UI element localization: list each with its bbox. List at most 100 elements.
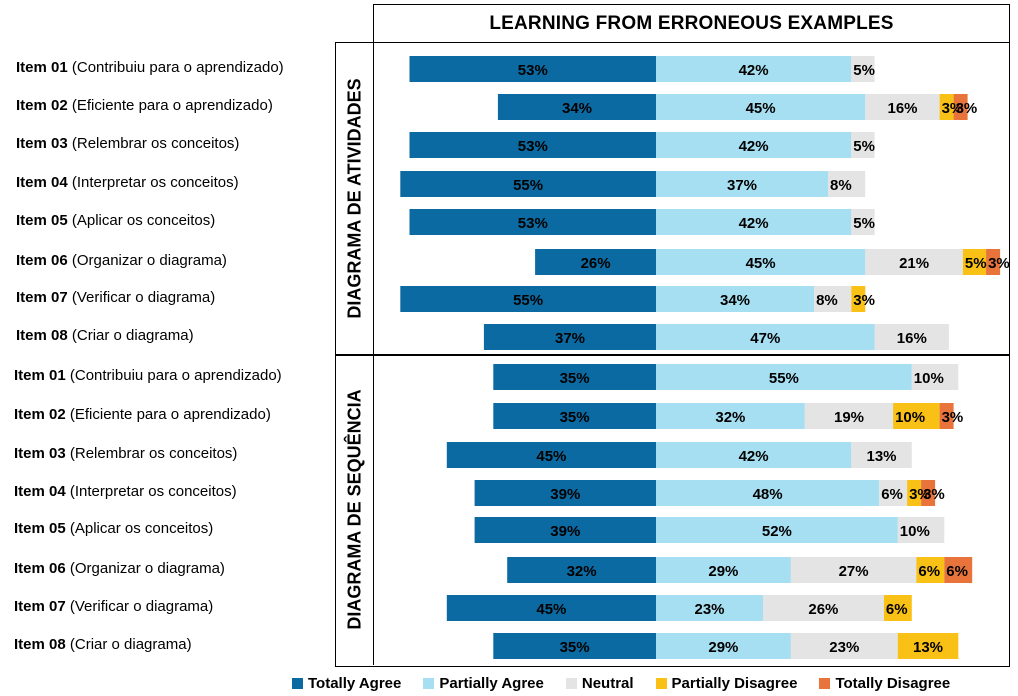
- bar-segment: [409, 56, 656, 82]
- bar-segment: [656, 480, 880, 506]
- item-label: Item 08 (Criar o diagrama): [16, 327, 194, 344]
- bar-value-label: 3%: [923, 486, 945, 503]
- bar-value-label: 42%: [739, 448, 769, 465]
- bar-value-label: 55%: [513, 177, 543, 194]
- bar-value-label: 47%: [750, 330, 780, 347]
- bar-segment: [409, 209, 656, 235]
- legend-item-totally-disagree: Totally Disagree: [819, 675, 950, 692]
- bar-segment: [851, 56, 875, 82]
- item-label: Item 02 (Eficiente para o aprendizado): [14, 406, 271, 423]
- group-divider: [373, 42, 374, 665]
- bar-value-label: 8%: [830, 177, 852, 194]
- bar-value-label: 5%: [853, 215, 875, 232]
- item-desc: (Criar o diagrama): [65, 636, 192, 653]
- bar-segment: [656, 364, 912, 390]
- bar-value-label: 55%: [769, 370, 799, 387]
- bar-value-label: 8%: [816, 292, 838, 309]
- item-label: Item 04 (Interpretar os conceitos): [14, 483, 237, 500]
- item-desc: (Aplicar os conceitos): [67, 212, 216, 229]
- item-id: Item 04: [16, 174, 68, 191]
- item-desc: (Relembrar os conceitos): [65, 445, 238, 462]
- legend-item-totally-agree: Totally Agree: [292, 675, 401, 692]
- bar-value-label: 6%: [918, 563, 940, 580]
- bar-value-label: 53%: [518, 215, 548, 232]
- item-desc: (Relembrar os conceitos): [67, 135, 240, 152]
- bar-value-label: 10%: [914, 370, 944, 387]
- bar-value-label: 42%: [739, 62, 769, 79]
- bar-segment: [939, 94, 954, 120]
- bar-segment: [409, 132, 656, 158]
- item-id: Item 05: [14, 520, 66, 537]
- item-label: Item 01 (Contribuiu para o aprendizado): [16, 59, 284, 76]
- item-label: Item 06 (Organizar o diagrama): [14, 560, 225, 577]
- bar-segment: [474, 517, 656, 543]
- bar-segment: [916, 557, 945, 583]
- bar-value-label: 48%: [753, 486, 783, 503]
- item-label: Item 05 (Aplicar os conceitos): [14, 520, 213, 537]
- bar-segment: [497, 94, 656, 120]
- bar-segment: [865, 249, 963, 275]
- bar-value-label: 6%: [946, 563, 968, 580]
- bar-value-label: 42%: [739, 138, 769, 155]
- legend-item-partially-agree: Partially Agree: [423, 675, 544, 692]
- bar-value-label: 35%: [560, 370, 590, 387]
- item-label: Item 08 (Criar o diagrama): [14, 636, 192, 653]
- bar-value-label: 10%: [900, 523, 930, 540]
- bar-segment: [790, 633, 898, 659]
- bar-segment: [851, 286, 866, 312]
- bar-value-label: 3%: [853, 292, 875, 309]
- bar-segment: [986, 249, 1001, 275]
- legend-swatch: [655, 677, 667, 689]
- bar-segment: [804, 403, 894, 429]
- item-label: Item 03 (Relembrar os conceitos): [16, 135, 239, 152]
- bar-value-label: 29%: [708, 639, 738, 656]
- bar-segment: [656, 94, 866, 120]
- bar-segment: [865, 94, 940, 120]
- item-desc: (Verificar o diagrama): [65, 598, 214, 615]
- legend-item-neutral: Neutral: [565, 675, 634, 692]
- item-id: Item 03: [16, 135, 68, 152]
- bar-chart: 53% 42% 5%34% 45% 16% 3%3%53% 42% 5%55% 37% 8%53%…: [400, 56, 1010, 659]
- bar-segment: [656, 171, 829, 197]
- panel-diagrama-sequencia: [335, 354, 1010, 667]
- item-id: Item 04: [14, 483, 66, 500]
- bar-value-label: 45%: [536, 601, 566, 618]
- legend: Totally Agree Partially Agree Neutral Pa…: [292, 673, 950, 693]
- bar-value-label: 3%: [988, 255, 1010, 272]
- bar-value-label: 3%: [956, 100, 978, 117]
- item-id: Item 06: [14, 560, 66, 577]
- bar-value-label: 55%: [513, 292, 543, 309]
- bar-segment: [656, 132, 852, 158]
- item-id: Item 06: [16, 252, 68, 269]
- item-id: Item 07: [14, 598, 66, 615]
- bar-segment: [656, 557, 791, 583]
- legend-swatch: [292, 677, 303, 689]
- bar-value-label: 35%: [560, 409, 590, 426]
- bar-segment: [507, 557, 656, 583]
- bar-value-label: 27%: [839, 563, 869, 580]
- bar-value-label: 32%: [715, 409, 745, 426]
- bar-segment: [907, 480, 922, 506]
- bar-value-label: 35%: [560, 639, 590, 656]
- item-desc: (Eficiente para o aprendizado): [67, 97, 273, 114]
- bar-value-label: 26%: [581, 255, 611, 272]
- bar-segment: [897, 633, 959, 659]
- bar-segment: [400, 286, 657, 312]
- bar-segment: [656, 209, 852, 235]
- item-label: Item 03 (Relembrar os conceitos): [14, 445, 237, 462]
- bar-value-label: 52%: [762, 523, 792, 540]
- bar-value-label: 45%: [746, 100, 776, 117]
- bar-segment: [656, 633, 791, 659]
- bar-segment: [944, 557, 973, 583]
- bar-segment: [656, 403, 805, 429]
- title-box: LEARNING FROM ERRONEOUS EXAMPLES: [373, 4, 1010, 43]
- bar-segment: [874, 324, 949, 350]
- bar-segment: [493, 403, 657, 429]
- bar-value-label: 21%: [899, 255, 929, 272]
- item-id: Item 07: [16, 289, 68, 306]
- bar-value-label: 5%: [853, 62, 875, 79]
- item-id: Item 01: [14, 367, 66, 384]
- bar-value-label: 5%: [965, 255, 987, 272]
- bar-segment: [814, 286, 852, 312]
- bar-value-label: 6%: [881, 486, 903, 503]
